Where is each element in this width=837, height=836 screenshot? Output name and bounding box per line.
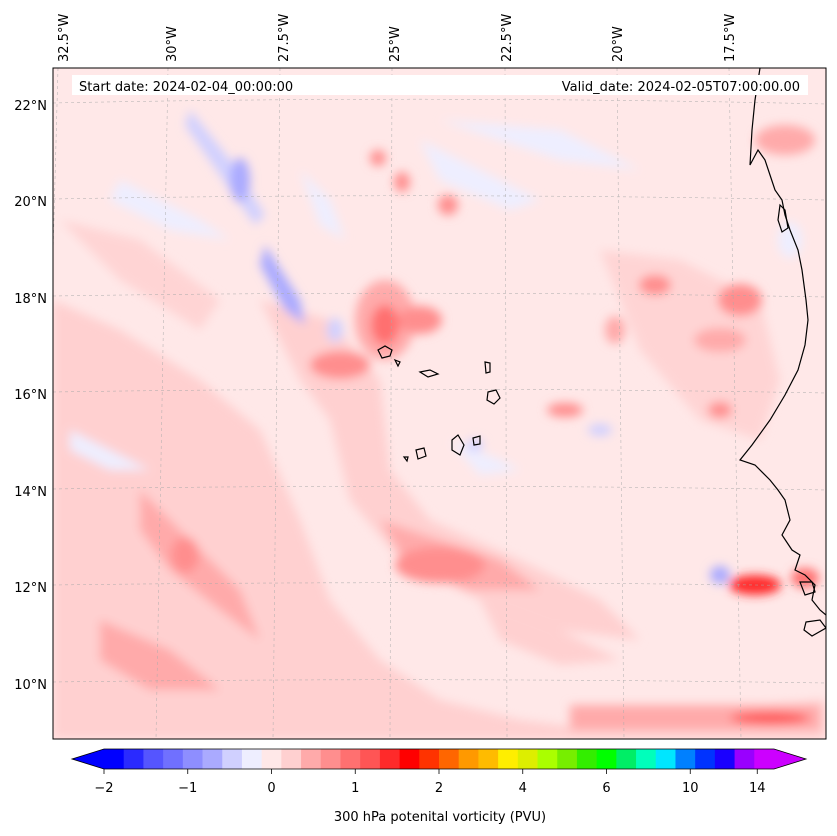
lon-label: 32.5°W: [57, 14, 72, 62]
colorbar-tick-label: −1: [178, 781, 197, 796]
colorbar-label: 300 hPa potenital vorticity (PVU): [334, 810, 546, 825]
colorbar-cell: [301, 749, 322, 769]
colorbar-cell: [439, 749, 460, 769]
lon-label: 30°W: [165, 26, 180, 62]
colorbar-cell: [537, 749, 558, 769]
coastlines: [738, 68, 826, 616]
africa-coastline: [738, 68, 826, 616]
colorbar-cell: [202, 749, 223, 769]
lat-label: 22°N: [14, 99, 47, 114]
valid-date-label: Valid_date: 2024-02-05T07:00:00.00: [562, 80, 800, 95]
colorbar-cell: [241, 749, 263, 769]
colorbar-tick-label: 1: [351, 781, 359, 796]
lat-label: 18°N: [14, 292, 47, 307]
lat-label: 14°N: [14, 485, 47, 500]
colorbar-ticks: −2 −1 0 1 2 4 6 10 14: [94, 769, 766, 796]
colorbar-cell: [576, 749, 598, 769]
colorbar-cell: [320, 749, 341, 769]
lat-label: 20°N: [14, 195, 47, 210]
colorbar-cell: [695, 749, 716, 769]
lon-label: 22.5°W: [500, 14, 515, 62]
lon-label: 25°W: [388, 26, 403, 62]
colorbar-cell: [143, 749, 164, 769]
colorbar-extend-max: [774, 749, 806, 769]
colorbar-cell: [379, 749, 400, 769]
colorbar-cell: [123, 749, 144, 769]
colorbar-tick-label: 10: [682, 781, 699, 796]
colorbar-cell: [163, 749, 184, 769]
lon-label: 27.5°W: [277, 14, 292, 62]
colorbar-cell: [675, 749, 696, 769]
colorbar-tick-label: 2: [435, 781, 443, 796]
islands: [377, 203, 826, 637]
map-gridlines: [53, 68, 826, 739]
colorbar-cell: [458, 749, 479, 769]
colorbar-tick-label: 14: [749, 781, 766, 796]
lat-label: 16°N: [14, 388, 47, 403]
latitude-labels: 22°N 20°N 18°N 16°N 14°N 12°N 10°N: [14, 99, 47, 693]
colorbar-tick-label: −2: [94, 781, 113, 796]
longitude-labels: 32.5°W 30°W 27.5°W 25°W 22.5°W 20°W 17.5…: [57, 14, 738, 62]
colorbar-cell: [636, 749, 657, 769]
pv-contour-fills: [53, 110, 826, 739]
colorbar-cell: [281, 749, 302, 769]
colorbar-cell: [714, 749, 735, 769]
colorbar-cell: [616, 749, 637, 769]
colorbar-cell: [222, 749, 243, 769]
colorbar-extend-min: [72, 749, 104, 769]
colorbar-cell: [596, 749, 617, 769]
colorbar-cell: [419, 749, 440, 769]
colorbar-tick-label: 0: [267, 781, 275, 796]
colorbar-cell: [261, 749, 282, 769]
colorbar-cell: [399, 749, 420, 769]
colorbar-cell: [340, 749, 361, 769]
lat-label: 12°N: [14, 581, 47, 596]
colorbar-cell: [754, 749, 775, 769]
colorbar-cell: [360, 749, 381, 769]
colorbar-tick-label: 4: [519, 781, 527, 796]
colorbar-cell: [498, 749, 519, 769]
lat-label: 10°N: [14, 678, 47, 693]
colorbar: −2 −1 0 1 2 4 6 10 14 300 hPa potenital vorticit…: [70, 748, 808, 825]
colorbar-cell: [655, 749, 676, 769]
colorbar-cell: [478, 749, 499, 769]
lon-label: 17.5°W: [723, 14, 738, 62]
colorbar-cell: [182, 749, 203, 769]
colorbar-cell: [734, 749, 755, 769]
map-frame: [52, 67, 827, 740]
map-panel: Start date: 2024-02-04_00:00:00 Valid_da…: [53, 68, 826, 739]
colorbar-cell: [104, 749, 125, 769]
start-date-label: Start date: 2024-02-04_00:00:00: [79, 80, 293, 95]
colorbar-cells: [104, 749, 775, 769]
colorbar-tick-label: 6: [602, 781, 610, 796]
lon-label: 20°W: [611, 26, 626, 62]
colorbar-cell: [517, 749, 538, 769]
colorbar-cell: [557, 749, 578, 769]
date-info-box: [72, 75, 808, 95]
